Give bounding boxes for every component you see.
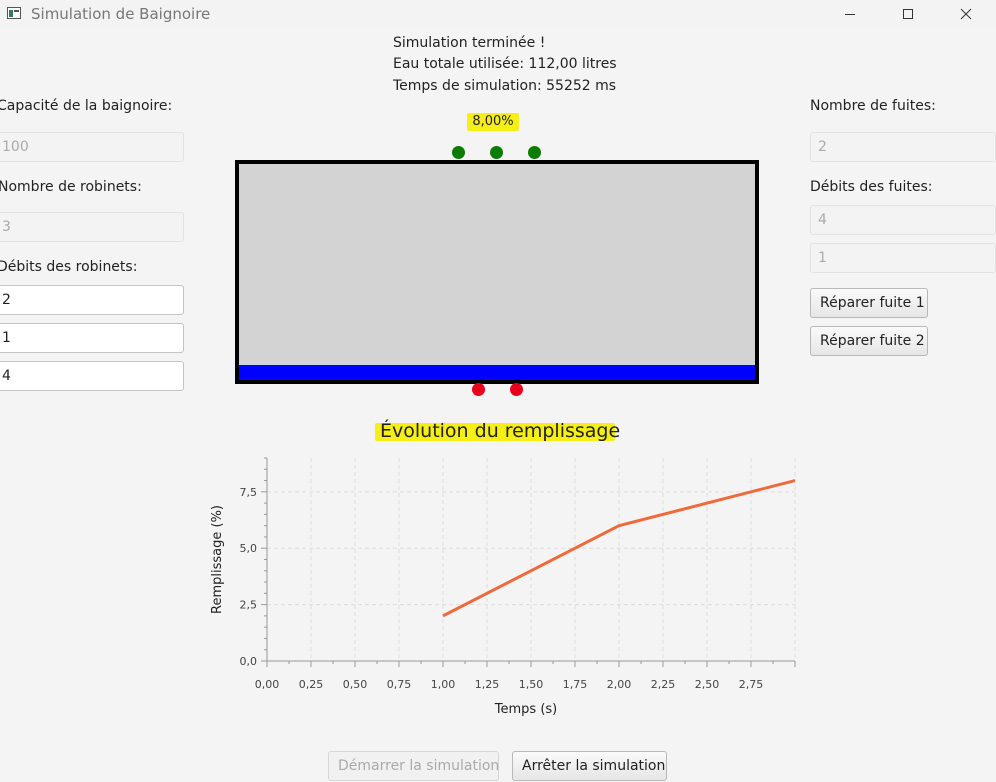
x-tick-label: 1,75 <box>563 678 588 691</box>
x-axis-label: Temps (s) <box>494 702 557 717</box>
tap-indicator <box>452 146 465 159</box>
app-icon <box>7 7 21 19</box>
start-simulation-button[interactable]: Démarrer la simulation <box>328 751 499 781</box>
x-tick-label: 1,25 <box>475 678 500 691</box>
y-tick-label: 0,0 <box>240 655 258 668</box>
leak-flow-field-1[interactable] <box>810 205 996 235</box>
stop-simulation-button[interactable]: Arrêter la simulation <box>512 751 667 781</box>
capacity-field[interactable] <box>0 132 184 162</box>
chart-title: Évolution du remplissage <box>380 420 621 442</box>
x-tick-label: 2,75 <box>739 678 764 691</box>
tap-flow-field-2[interactable] <box>0 323 184 353</box>
x-tick-label: 0,50 <box>343 678 368 691</box>
leaks-count-label: Nombre de fuites: <box>810 98 936 114</box>
close-button[interactable] <box>937 0 995 28</box>
leaks-count-field[interactable] <box>810 132 996 162</box>
x-tick-label: 0,00 <box>255 678 280 691</box>
tap-indicator <box>528 146 541 159</box>
y-tick-label: 2,5 <box>240 599 258 612</box>
window-title: Simulation de Baignoire <box>31 5 211 23</box>
capacity-label: Capacité de la baignoire: <box>0 98 173 114</box>
x-tick-label: 0,25 <box>299 678 324 691</box>
repair-leak-2-button[interactable]: Réparer fuite 2 <box>810 326 928 356</box>
x-tick-label: 0,75 <box>387 678 412 691</box>
chart-title-highlight <box>375 423 615 441</box>
fill-percent-label: 8,00% <box>467 113 519 131</box>
repair-leak-1-button[interactable]: Réparer fuite 1 <box>810 288 928 318</box>
minimize-button[interactable] <box>821 0 879 28</box>
leak-indicator <box>510 383 523 396</box>
taps-count-field[interactable] <box>0 212 184 242</box>
x-tick-label: 1,50 <box>519 678 544 691</box>
total-water-text: Eau totale utilisée: 112,00 litres <box>393 56 617 72</box>
leak-indicator <box>472 383 485 396</box>
tap-flows-label: Débits des robinets: <box>0 259 138 275</box>
taps-count-label: Nombre de robinets: <box>0 179 142 195</box>
bathtub <box>235 160 759 384</box>
status-message: Simulation terminée ! <box>393 35 546 51</box>
tap-indicator <box>490 146 503 159</box>
simulation-time-text: Temps de simulation: 55252 ms <box>393 78 617 94</box>
y-axis-label: Remplissage (%) <box>210 505 225 614</box>
water-level <box>239 365 755 380</box>
x-tick-label: 2,25 <box>651 678 676 691</box>
x-tick-label: 2,50 <box>695 678 720 691</box>
leak-flow-field-2[interactable] <box>810 243 996 273</box>
y-tick-label: 5,0 <box>240 542 258 555</box>
tap-flow-field-1[interactable] <box>0 285 184 315</box>
title-bar: Simulation de Baignoire <box>0 0 996 30</box>
minimize-icon <box>845 14 855 15</box>
tap-flow-field-3[interactable] <box>0 361 184 391</box>
fill-chart: 0,00 0,25 0,50 0,75 1,00 1,25 1,50 1,75 2,00 2,25… <box>210 457 796 717</box>
close-icon <box>960 8 972 20</box>
maximize-button[interactable] <box>879 0 937 28</box>
x-tick-label: 1,00 <box>431 678 456 691</box>
y-tick-label: 7,5 <box>240 486 258 499</box>
maximize-icon <box>903 9 913 19</box>
leak-flows-label: Débits des fuites: <box>810 179 933 195</box>
x-tick-label: 2,00 <box>607 678 632 691</box>
